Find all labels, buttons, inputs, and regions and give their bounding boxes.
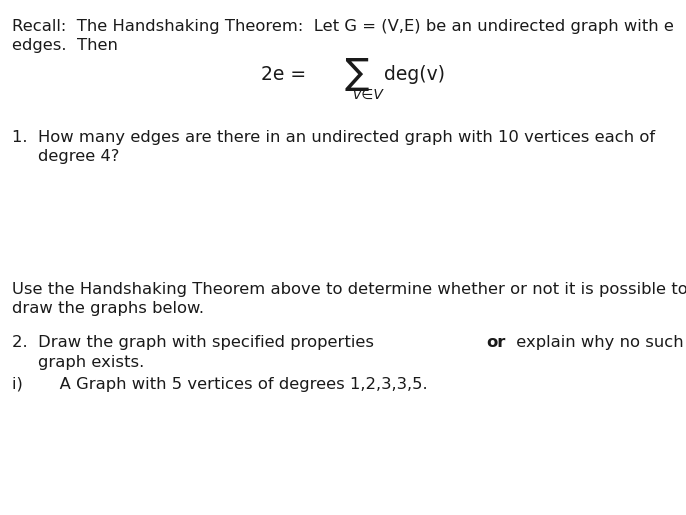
Text: graph exists.: graph exists. [38, 355, 144, 370]
Text: v∈V: v∈V [353, 88, 383, 102]
Text: 1.  How many edges are there in an undirected graph with 10 vertices each of: 1. How many edges are there in an undire… [12, 130, 655, 145]
Text: 2.  Draw the graph with specified properties: 2. Draw the graph with specified propert… [12, 335, 379, 350]
Text: edges.  Then: edges. Then [12, 38, 118, 53]
Text: or: or [486, 335, 506, 350]
Text: 2e =: 2e = [261, 65, 312, 83]
Text: ∑: ∑ [344, 57, 369, 91]
Text: degree 4?: degree 4? [38, 149, 119, 164]
Text: i)       A Graph with 5 vertices of degrees 1,2,3,3,5.: i) A Graph with 5 vertices of degrees 1,… [12, 377, 428, 392]
Text: explain why no such: explain why no such [511, 335, 684, 350]
Text: draw the graphs below.: draw the graphs below. [12, 301, 204, 316]
Text: Use the Handshaking Theorem above to determine whether or not it is possible to: Use the Handshaking Theorem above to det… [12, 282, 686, 297]
Text: Recall:  The Handshaking Theorem:  Let G = (V,E) be an undirected graph with e: Recall: The Handshaking Theorem: Let G =… [12, 19, 674, 34]
Text: deg(v): deg(v) [384, 65, 445, 83]
